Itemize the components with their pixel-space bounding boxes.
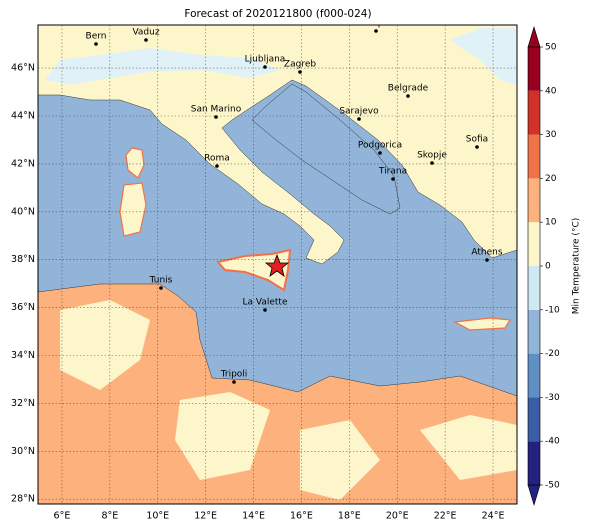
- y-tick-label: 40°N: [11, 206, 35, 217]
- colorbar-tick-label: -50: [545, 481, 560, 491]
- city-label: Sofia: [466, 135, 488, 145]
- city-label: La Valette: [243, 298, 288, 308]
- city-dot: [94, 42, 98, 46]
- y-tick-label: 46°N: [11, 63, 35, 74]
- colorbar-segment: [528, 266, 540, 310]
- colorbar-tick-label: 40: [545, 86, 557, 96]
- desert-cool: [60, 300, 150, 390]
- colorbar-tick-label: -10: [545, 305, 560, 315]
- colorbar-tick-label: 30: [545, 130, 557, 140]
- city-label: Tripoli: [220, 370, 248, 380]
- y-tick-label: 44°N: [11, 111, 35, 122]
- x-tick-label: 14°E: [242, 511, 265, 522]
- city-dot: [357, 117, 361, 121]
- city-dot: [159, 286, 163, 290]
- x-tick-label: 18°E: [338, 511, 361, 522]
- colorbar-segment: [528, 441, 540, 485]
- x-tick-label: 22°E: [434, 511, 457, 522]
- adriatic-sea: [251, 83, 401, 215]
- x-tick-label: 12°E: [194, 511, 217, 522]
- y-tick-label: 28°N: [11, 494, 35, 505]
- city-dot: [215, 164, 219, 168]
- city-dot: [232, 380, 236, 384]
- city-label: Roma: [204, 154, 230, 164]
- city-label: Belgrade: [388, 84, 429, 94]
- city-label: Zagreb: [284, 60, 316, 70]
- y-tick-label: 30°N: [11, 446, 35, 457]
- colorbar-label: Min Temperature (°C): [572, 218, 582, 315]
- carpathian-cold: [450, 28, 517, 85]
- desert-cool: [300, 420, 380, 500]
- city-dot: [485, 258, 489, 262]
- city-label: Tirana: [378, 167, 407, 177]
- colorbar-tick-label: -20: [545, 349, 560, 359]
- colorbar-tick-label: 50: [545, 43, 557, 53]
- city-label: Vaduz: [132, 28, 159, 38]
- map-frame: [37, 24, 518, 505]
- map-title: Forecast of 2020121800 (f000-024): [184, 8, 371, 20]
- alps-cold: [45, 48, 280, 85]
- colorbar-segment: [528, 397, 540, 442]
- colorbar-segment: [528, 222, 540, 266]
- x-tick-label: 20°E: [386, 511, 409, 522]
- colorbar-extend-bottom: [527, 484, 541, 507]
- graticule: [38, 25, 517, 504]
- desert-cool: [175, 392, 270, 480]
- y-tick-label: 34°N: [11, 350, 35, 361]
- city-label: Sarajevo: [339, 107, 379, 117]
- sicily: [216, 248, 292, 292]
- colorbar-segment: [528, 47, 540, 91]
- city-dot: [430, 161, 434, 165]
- city-label: Tunis: [149, 276, 173, 286]
- colorbar-segment: [528, 90, 540, 135]
- colorbar: -50 -40 -30 -20 -10 0 10 20 30 40 50: [527, 25, 560, 507]
- y-tick-label: 42°N: [11, 158, 35, 169]
- colorbar-tick-label: -30: [545, 393, 560, 403]
- colorbar-segment: [528, 178, 540, 223]
- city-label: Ljubljana: [245, 55, 286, 65]
- colorbar-tick-label: 10: [545, 218, 557, 228]
- y-tick-label: 38°N: [11, 254, 35, 265]
- city-label: Podgorica: [358, 141, 402, 151]
- colorbar-segment: [528, 353, 540, 398]
- colorbar-tick-label: 20: [545, 174, 557, 184]
- city-dot: [144, 38, 148, 42]
- y-tick-label: 36°N: [11, 302, 35, 313]
- city-dot: [378, 151, 382, 155]
- x-tick-label: 6°E: [54, 511, 71, 522]
- corsica: [125, 147, 145, 179]
- city-dot: [263, 65, 267, 69]
- city-label: Athens: [471, 248, 502, 258]
- city-dot: [298, 70, 302, 74]
- city-dot: [391, 177, 395, 181]
- y-tick-label: 32°N: [11, 398, 35, 409]
- city-dot: [214, 115, 218, 119]
- x-tick-label: 16°E: [290, 511, 313, 522]
- city-dot: [374, 29, 378, 33]
- colorbar-tick-label: 0: [545, 262, 551, 272]
- city-label: Skopje: [417, 151, 447, 161]
- city-label: Budapest: [355, 19, 398, 29]
- x-tick-label: 8°E: [101, 511, 118, 522]
- city-dot: [406, 94, 410, 98]
- colorbar-segment: [528, 309, 540, 354]
- crete: [453, 317, 512, 331]
- city-dot: [263, 308, 267, 312]
- location-star: [264, 253, 290, 277]
- colorbar-extend-top: [527, 25, 541, 48]
- x-tick-label: 10°E: [146, 511, 169, 522]
- x-tick-label: 24°E: [482, 511, 505, 522]
- axes: 6°E 8°E 10°E 12°E 14°E 16°E 18°E 20°E 22°E 24°E 28…: [11, 63, 504, 522]
- city-dot: [475, 145, 479, 149]
- city-label: Bern: [86, 32, 107, 42]
- city-label: San Marino: [191, 105, 242, 115]
- colorbar-tick-label: -40: [545, 437, 560, 447]
- colorbar-segment: [528, 134, 540, 179]
